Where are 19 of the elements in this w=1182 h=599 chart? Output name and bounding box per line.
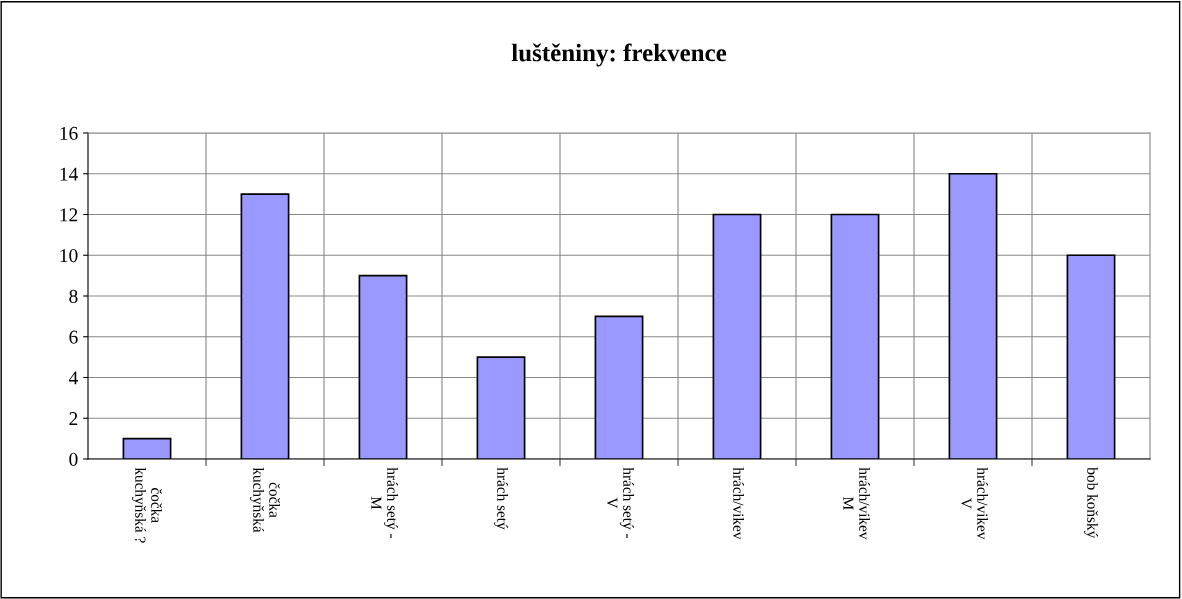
- x-tick-label: hrách/vikev: [733, 467, 744, 540]
- y-tick-label: 14: [60, 167, 78, 181]
- chart-title: luštěniny: frekvence: [511, 43, 727, 67]
- x-tick-label: čočka kuchyňská: [250, 467, 280, 533]
- x-tick-label: čočka kuchyňská ?: [132, 467, 162, 543]
- y-tick-label: 16: [60, 126, 78, 140]
- x-tick-label: hrách/vikev M: [843, 467, 870, 540]
- y-tick-label: 2: [69, 412, 78, 425]
- x-tick-label: hrách/vikev V: [961, 467, 988, 540]
- y-tick-label: 4: [68, 371, 78, 385]
- y-tick-label: 6: [69, 330, 78, 344]
- x-tick-label: hrách setý - M: [371, 467, 398, 539]
- y-tick-label: 10: [60, 249, 78, 263]
- y-tick-label: 0: [69, 452, 78, 466]
- y-tick-label: 12: [60, 208, 78, 222]
- x-tick-label: hrách setý: [494, 467, 508, 530]
- x-tick-label: bob koňský: [1084, 467, 1098, 539]
- y-tick-label: 8: [69, 289, 78, 303]
- x-tick-label: hrách setý - V: [607, 467, 634, 539]
